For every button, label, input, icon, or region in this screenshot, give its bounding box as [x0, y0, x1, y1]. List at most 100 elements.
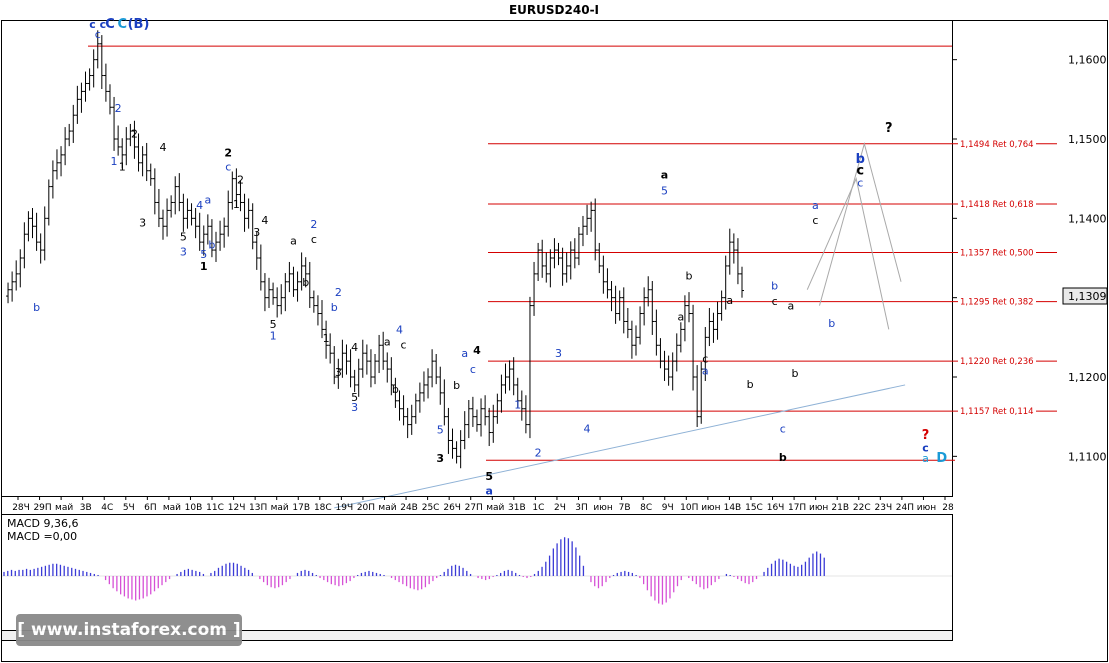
time-tick-label: май: [486, 503, 504, 513]
wave-label: b: [331, 301, 338, 314]
wave-label: 5: [437, 423, 444, 436]
wave-label: (B): [128, 17, 150, 32]
projection-path: [818, 141, 902, 306]
wave-label: c: [95, 28, 101, 41]
retracement-label: 1,1157 Ret 0,114: [960, 407, 1034, 417]
retracement-label: 1,1357 Ret 0,500: [960, 248, 1034, 258]
time-tick-label: июн: [701, 503, 720, 513]
wave-label: a: [461, 347, 468, 360]
wave-label: 4: [396, 323, 403, 336]
time-tick-label: 13П: [249, 503, 267, 513]
wave-label: 4: [261, 214, 268, 227]
projection-paths: [806, 141, 902, 330]
time-tick-label: 11С: [206, 503, 224, 513]
time-tick-label: май: [378, 503, 396, 513]
time-tick-label: 19Ч: [336, 503, 354, 513]
time-tick-label: 24В: [400, 503, 418, 513]
wave-label: 3: [335, 366, 342, 379]
time-tick-label: 31В: [508, 503, 526, 513]
retracement-label-bg: [958, 405, 1036, 417]
retracement-label-bg: [958, 246, 1036, 258]
wave-label: a: [677, 311, 684, 324]
retracement-label: 1,1220 Ret 0,236: [960, 357, 1034, 367]
macd-lower-strip: [1, 630, 953, 641]
wave-label: D: [936, 451, 947, 466]
macd-histogram: [2, 537, 952, 605]
time-tick-label: 18С: [314, 503, 332, 513]
wave-label: c: [856, 164, 864, 179]
wave-label: 5: [180, 231, 187, 244]
wave-label: b: [792, 367, 799, 380]
wave-label: 3: [555, 347, 562, 360]
time-tick-label: 7В: [619, 503, 631, 513]
wave-label: c: [311, 233, 317, 246]
retracement-label-bg: [958, 137, 1036, 149]
time-tick-label: 10П: [680, 503, 698, 513]
wave-label: 2: [224, 146, 232, 159]
time-tick-label: 23Ч: [875, 503, 893, 513]
current-price-box: [1062, 287, 1108, 305]
wave-label: c: [225, 161, 231, 174]
wave-label: a: [702, 365, 709, 378]
wave-label: 4: [351, 341, 358, 354]
wave-label: a: [661, 169, 668, 182]
wave-label: 5: [661, 185, 668, 198]
time-tick-label: 3В: [80, 503, 92, 513]
time-tick-label: 15С: [745, 503, 763, 513]
retracement-label: 1,1295 Ret 0,382: [960, 298, 1034, 308]
time-tick-label: 17П: [788, 503, 806, 513]
wave-label: ?: [922, 428, 930, 443]
wave-label: c: [922, 442, 929, 455]
wave-label: 4: [473, 344, 481, 357]
wave-label: c: [702, 353, 708, 366]
retracement-label-bg: [958, 198, 1036, 210]
wave-label: 1: [119, 161, 126, 174]
wave-label: 1: [111, 155, 118, 168]
wave-label: a: [812, 199, 819, 212]
trendline: [334, 384, 906, 509]
retracement-levels: 1,1494 Ret 0,764 1,1418 Ret 0,618 1,1357 R…: [88, 45, 1057, 461]
time-tick-label: 21В: [831, 503, 849, 513]
wave-label: a: [788, 300, 795, 313]
wave-label: C: [117, 17, 127, 32]
wave-label: b: [302, 276, 309, 289]
wave-label: 4: [584, 423, 591, 436]
wave-label: 5: [351, 391, 358, 404]
time-tick-label: май: [163, 503, 181, 513]
wave-label: 1: [270, 330, 277, 343]
watermark: [ www.instaforex.com ]: [16, 614, 242, 646]
time-tick-label: 24П: [896, 503, 914, 513]
wave-label: a: [384, 335, 391, 348]
macd-signal-label: MACD =0,00: [7, 530, 77, 543]
time-tick-label: 27П: [465, 503, 483, 513]
price-bars: [6, 30, 745, 469]
time-tick-label: 22С: [853, 503, 871, 513]
wave-label: C: [105, 17, 115, 32]
price-tick-label: 1,1200: [1068, 371, 1107, 384]
price-tick-label: 1,1500: [1068, 133, 1107, 146]
time-tick-label: июн: [917, 503, 936, 513]
wave-label: 1: [200, 260, 208, 273]
retracement-label: 1,1494 Ret 0,764: [960, 140, 1034, 150]
wave-label: c: [401, 338, 407, 351]
current-price-label: 1,1309: [1068, 290, 1107, 303]
retracement-label: 1,1418 Ret 0,618: [960, 200, 1034, 210]
wave-label: 5: [485, 470, 493, 483]
time-tick-label: июн: [593, 503, 612, 513]
wave-label: 5: [270, 318, 277, 331]
time-tick-label: 16Ч: [767, 503, 785, 513]
wave-label: 1: [233, 198, 240, 211]
time-tick-label: 17В: [292, 503, 310, 513]
time-tick-label: 28Ч: [12, 503, 30, 513]
time-tick-label: 26Ч: [443, 503, 461, 513]
wave-label: c: [780, 423, 786, 436]
wave-label: 4: [159, 141, 166, 154]
time-tick-label: 14В: [724, 503, 742, 513]
time-tick-label: 25С: [422, 503, 440, 513]
wave-label: 4: [196, 199, 203, 212]
wave-label: 2: [115, 102, 122, 115]
wave-label: 3: [180, 246, 187, 259]
time-tick-label: 6П: [144, 503, 157, 513]
trendline-group: [334, 384, 906, 509]
